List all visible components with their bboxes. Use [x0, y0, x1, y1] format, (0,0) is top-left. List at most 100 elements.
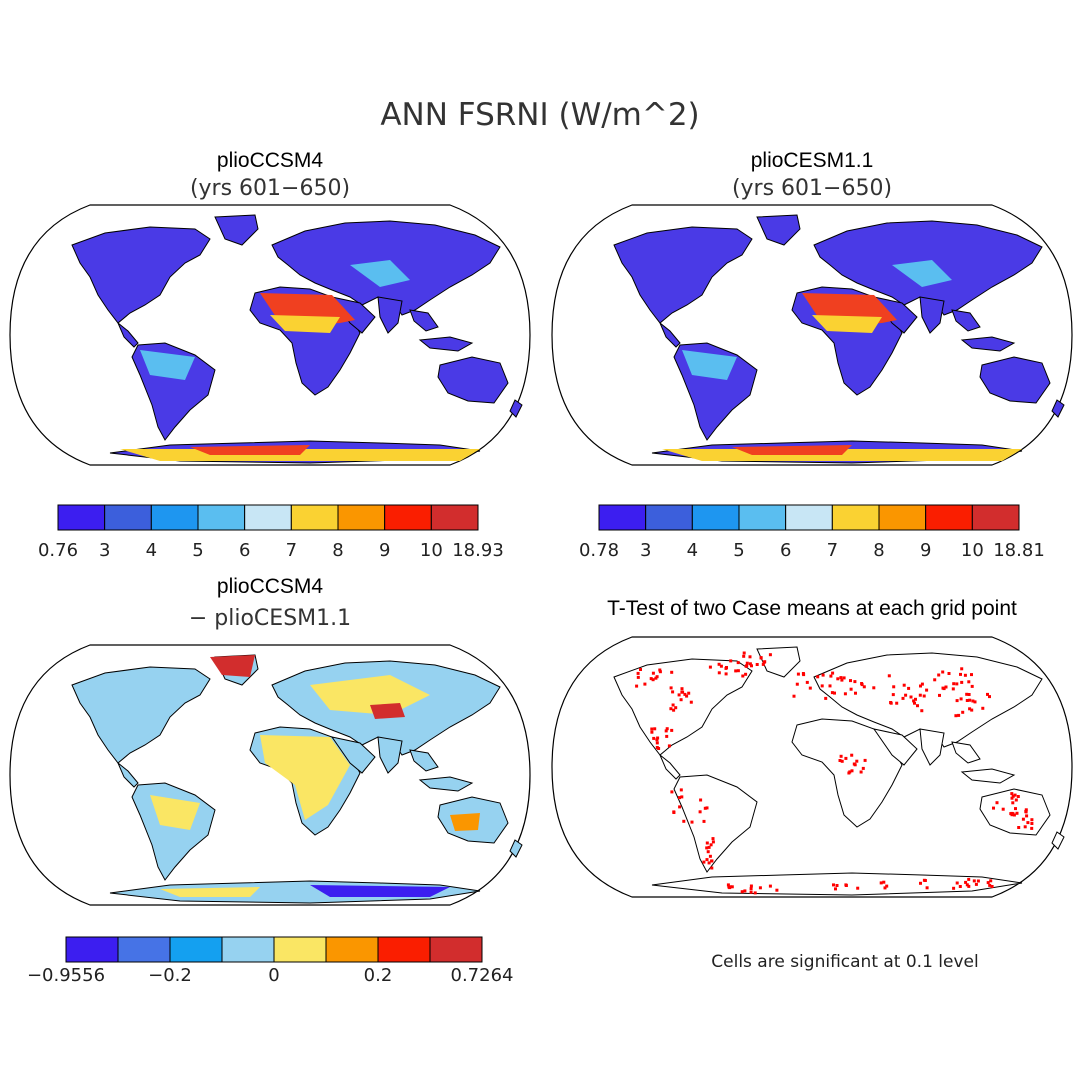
significant-cell [698, 810, 702, 814]
colorbar-swatch [337, 504, 386, 531]
significant-cell [854, 691, 857, 695]
colorbar-swatch [691, 504, 740, 531]
colorbar-swatch [598, 504, 647, 531]
significant-cell [904, 693, 908, 697]
colorbar-swatch [169, 936, 223, 963]
colorbar-swatch [430, 504, 479, 531]
colorbar-tick-label: 10 [961, 540, 984, 561]
significant-cell [635, 684, 639, 688]
significant-cell [743, 889, 747, 893]
significant-cell [961, 710, 965, 714]
significant-cell [680, 687, 684, 691]
significant-cell [658, 668, 662, 672]
panel-4-map [551, 636, 1073, 898]
significant-cell [816, 675, 820, 679]
significant-cell [650, 730, 654, 734]
significant-cell [665, 734, 669, 738]
colorbar-swatch [878, 504, 927, 531]
significant-cell [964, 880, 968, 884]
panel-1-colorbar-ticks: 0.76 3 4 5 6 7 8 9 10 18.93 [38, 540, 504, 561]
significant-cell [988, 695, 991, 699]
significant-cell [759, 656, 763, 660]
significant-cell [699, 798, 703, 802]
significant-cell [914, 697, 917, 701]
colorbar-tick-label: 6 [780, 540, 791, 561]
significant-cell [891, 693, 895, 697]
significant-cell [674, 706, 678, 710]
significant-cell [656, 736, 660, 740]
significant-cell [707, 845, 711, 849]
significant-cell [947, 672, 951, 675]
significant-cell [829, 674, 833, 678]
significant-cell [703, 806, 707, 810]
significant-cell [768, 884, 772, 888]
significant-cell [855, 759, 859, 763]
significant-cell [862, 685, 866, 689]
significant-cell [724, 672, 728, 676]
significant-cell [669, 686, 673, 690]
significant-cell [710, 859, 714, 863]
significant-cell [859, 770, 863, 774]
panel-2-map [551, 204, 1073, 466]
significant-cell [636, 675, 640, 679]
significant-cell [742, 654, 746, 658]
significant-cell [974, 882, 978, 886]
significant-cell [678, 805, 682, 809]
significant-cell [744, 672, 748, 676]
significant-cell [679, 788, 683, 792]
significant-cell [683, 692, 687, 696]
significant-cell [758, 886, 762, 890]
significant-cell [672, 810, 676, 814]
significant-cell [958, 885, 962, 888]
significant-cell [850, 753, 854, 757]
significant-cell [913, 701, 916, 705]
significant-cell [808, 686, 812, 690]
significant-cell [885, 884, 889, 888]
significant-cell [1001, 807, 1005, 811]
significant-cell [652, 736, 656, 740]
significant-cell [725, 666, 728, 669]
colorbar-swatch [831, 504, 880, 531]
significant-cell [960, 667, 964, 671]
colorbar-tick-label: 0.7264 [451, 965, 514, 986]
significant-cell [636, 671, 640, 675]
colorbar-tick-label: 0.78 [579, 540, 619, 561]
colorbar-tick-label: −0.9556 [27, 965, 105, 986]
significant-cell [963, 673, 967, 677]
significant-cell [967, 877, 971, 881]
significant-cell [967, 693, 971, 696]
significant-cell [655, 738, 659, 742]
significant-cell [1026, 821, 1030, 825]
significant-cell [689, 700, 693, 704]
panel-1-title: plioCCSM4 [217, 149, 324, 172]
significant-cell [883, 886, 887, 890]
colorbar-swatch [377, 936, 431, 963]
panel-3-colorbar-swatches [65, 936, 483, 963]
significant-cell [971, 699, 975, 703]
significant-cell [860, 683, 864, 687]
colorbar-swatch [429, 936, 483, 963]
significant-cell [651, 678, 655, 682]
significant-cell [976, 879, 980, 883]
significant-cell [702, 819, 706, 823]
significant-cell [750, 664, 753, 668]
colorbar-tick-label: 0.76 [38, 540, 78, 561]
significant-cell [1013, 793, 1017, 797]
significant-cell [1010, 792, 1014, 796]
significant-cell [763, 660, 767, 664]
significant-cell [679, 698, 683, 702]
significant-cell [879, 881, 883, 885]
colorbar-tick-label: 0 [268, 965, 279, 986]
significant-cell [670, 670, 674, 674]
significant-cell [901, 696, 905, 700]
significant-cell [705, 806, 709, 810]
significant-cell [965, 692, 969, 696]
colorbar-tick-label: 5 [733, 540, 744, 561]
significant-cell [651, 671, 655, 675]
significant-cell [708, 854, 712, 858]
panel-2-subtitle: (yrs 601−650) [732, 176, 892, 201]
significant-cell [986, 692, 989, 696]
colorbar-swatch [65, 936, 119, 963]
significant-cell [933, 678, 937, 682]
colorbar-swatch [785, 504, 833, 531]
